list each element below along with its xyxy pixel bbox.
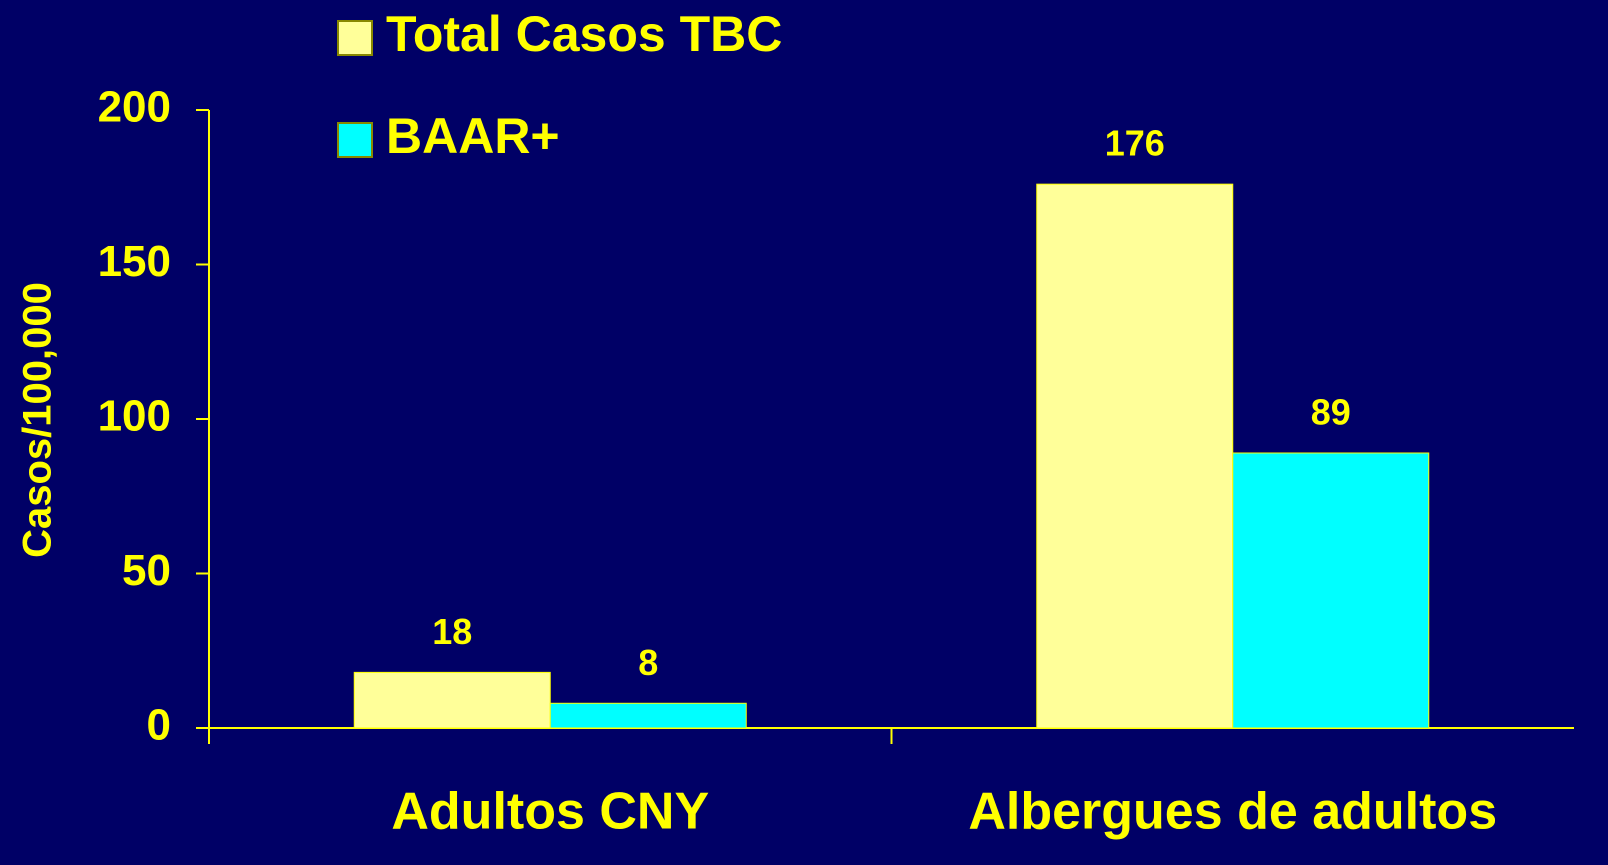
x-tick-label: Albergues de adultos xyxy=(968,783,1497,841)
data-label: 89 xyxy=(1311,392,1351,433)
y-tick-label: 150 xyxy=(98,237,171,286)
y-tick-label: 100 xyxy=(98,392,171,441)
y-tick-label: 0 xyxy=(147,701,171,750)
data-label: 8 xyxy=(638,642,658,683)
legend-label: BAAR+ xyxy=(386,108,560,164)
legend-label: Total Casos TBC xyxy=(386,6,782,62)
x-tick-label: Adultos CNY xyxy=(391,783,709,841)
bar xyxy=(1232,452,1430,729)
legend-swatch xyxy=(337,20,373,56)
data-label: 18 xyxy=(432,611,472,652)
bar xyxy=(549,702,747,729)
bar xyxy=(353,671,551,729)
legend-swatch xyxy=(337,122,373,158)
bar xyxy=(1036,183,1234,729)
y-tick-label: 50 xyxy=(122,546,171,595)
y-axis-label: Casos/100,000 xyxy=(16,282,60,558)
data-label: 176 xyxy=(1105,123,1165,164)
y-tick-label: 200 xyxy=(98,83,171,132)
